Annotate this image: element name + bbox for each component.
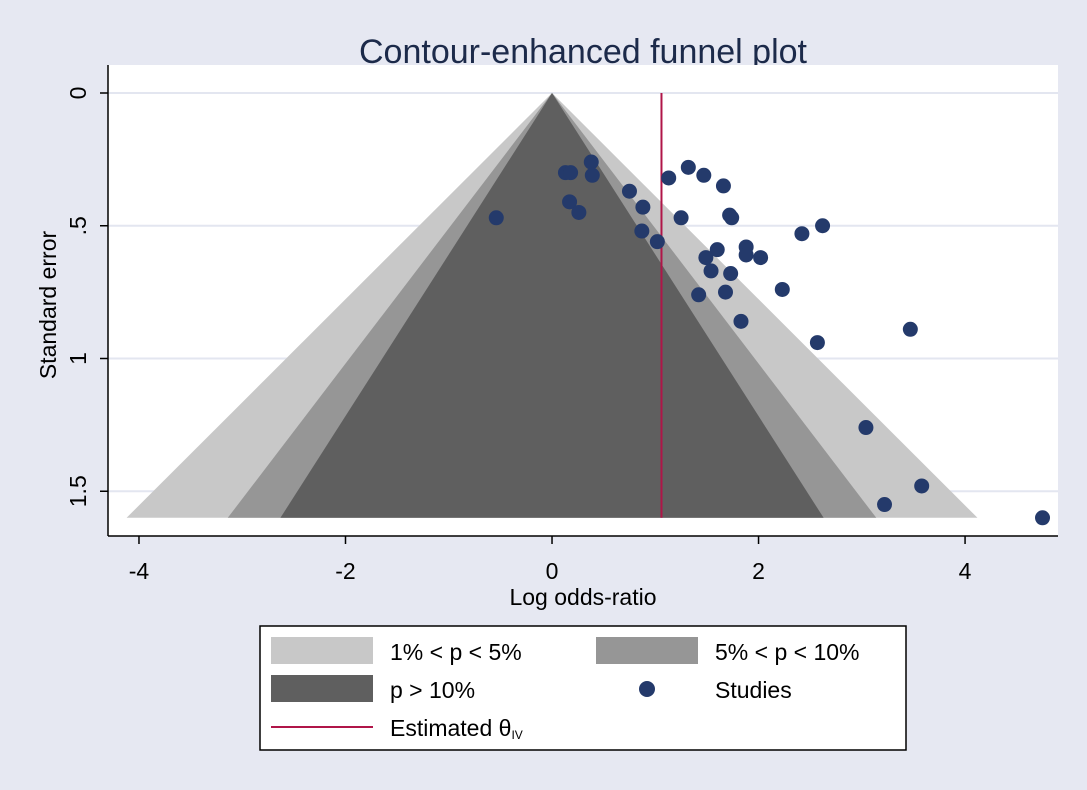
legend-swatch-outer	[271, 637, 373, 664]
legend-label-outer: 1% < p < 5%	[390, 639, 522, 665]
study-point-27	[691, 287, 707, 303]
legend-label-estimate-main: Estimated θ	[390, 715, 511, 741]
x-tick-label-2: 0	[546, 558, 559, 584]
legend-label-inner: p > 10%	[390, 677, 475, 703]
study-point-18	[709, 242, 725, 258]
x-tick-label-4: 4	[959, 558, 972, 584]
legend: 1% < p < 5% 5% < p < 10% p > 10% Studies…	[259, 625, 907, 751]
study-point-33	[858, 420, 874, 436]
study-point-28	[718, 284, 733, 300]
study-point-24	[753, 250, 769, 266]
study-point-4	[584, 167, 600, 183]
x-axis-label: Log odds-ratio	[509, 584, 656, 610]
study-point-25	[794, 226, 810, 242]
y-tick-label-2: 1	[65, 352, 91, 365]
contour-inner	[280, 93, 824, 518]
study-point-7	[621, 183, 637, 199]
x-ticks: -4 -2 0 2 4	[129, 536, 972, 584]
study-point-30	[774, 281, 790, 297]
study-point-2	[563, 165, 579, 181]
study-point-19	[698, 250, 714, 266]
legend-label-mid: 5% < p < 10%	[715, 639, 860, 665]
study-point-35	[877, 497, 893, 513]
study-point-17	[724, 210, 740, 226]
study-point-26	[815, 218, 831, 234]
x-tick-label-0: -4	[129, 558, 150, 584]
study-point-29	[733, 313, 749, 329]
study-point-13	[696, 167, 712, 183]
study-points	[488, 154, 1051, 526]
legend-swatch-mid	[596, 637, 698, 664]
legend-label-estimate-subscript: IV	[511, 728, 522, 742]
x-tick-label-1: -2	[335, 558, 355, 584]
study-point-14	[715, 178, 731, 194]
study-point-12	[680, 159, 696, 175]
legend-swatch-inner	[271, 675, 373, 702]
study-point-21	[723, 266, 739, 282]
study-point-10	[649, 234, 665, 250]
study-point-5	[562, 194, 578, 210]
study-point-11	[661, 170, 677, 186]
y-tick-label-1: .5	[65, 216, 91, 235]
study-point-32	[902, 321, 918, 337]
x-tick-label-3: 2	[752, 558, 765, 584]
y-tick-label-3: 1.5	[65, 475, 91, 507]
study-point-8	[635, 199, 651, 215]
study-point-3	[583, 154, 599, 170]
study-point-23	[738, 247, 754, 263]
axes	[107, 65, 1058, 537]
legend-label-estimate: Estimated θIV	[390, 715, 523, 742]
study-point-15	[673, 210, 689, 226]
study-point-0	[488, 210, 504, 226]
significance-contours	[126, 93, 978, 518]
study-point-9	[634, 223, 650, 239]
study-point-36	[1035, 510, 1051, 526]
legend-label-studies: Studies	[715, 677, 792, 703]
study-point-20	[703, 263, 719, 279]
chart-title: Contour-enhanced funnel plot	[359, 33, 808, 71]
y-tick-label-0: 0	[65, 87, 91, 100]
study-point-6	[571, 204, 587, 220]
legend-marker-studies	[639, 681, 655, 697]
y-ticks: 0 .5 1 1.5	[65, 87, 108, 507]
study-point-31	[809, 335, 825, 351]
y-axis-label: Standard error	[35, 231, 61, 380]
study-point-34	[914, 478, 930, 494]
